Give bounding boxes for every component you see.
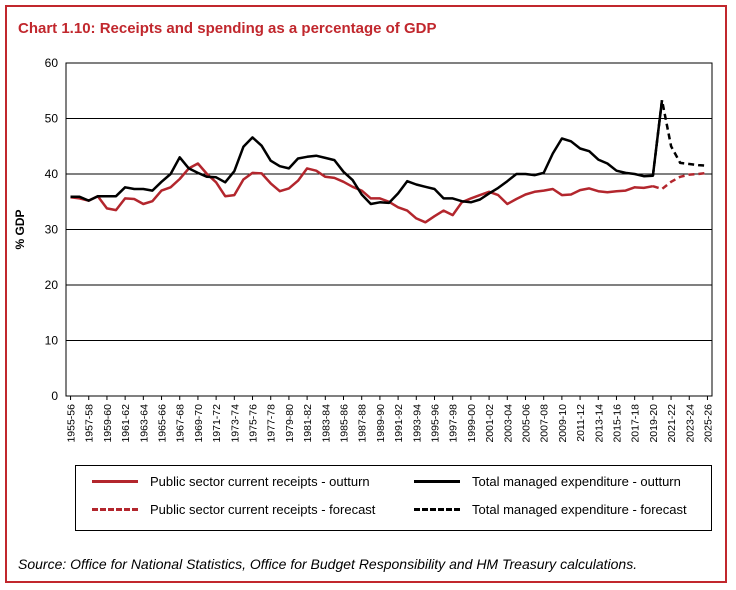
y-tick-label: 10	[45, 334, 59, 348]
series-line-1	[70, 100, 664, 206]
x-tick-label: 2011-12	[575, 404, 587, 442]
x-tick-label: 1975-76	[248, 404, 260, 443]
legend-item-receipts-forecast: Public sector current receipts - forecas…	[92, 502, 375, 517]
x-tick-label: 1955-56	[66, 404, 78, 443]
x-tick-label: 1977-78	[266, 404, 278, 443]
legend-label-receipts-forecast: Public sector current receipts - forecas…	[150, 502, 376, 517]
series-line-0	[70, 162, 654, 224]
series-line-3	[651, 98, 708, 176]
y-tick-label: 0	[51, 389, 58, 403]
x-tick-label: 2019-20	[648, 404, 660, 443]
x-tick-label: 2005-06	[520, 404, 532, 443]
plot-area	[65, 62, 713, 397]
legend-item-expenditure-forecast: Total managed expenditure - forecast	[414, 502, 687, 517]
x-tick-label: 1993-94	[411, 404, 423, 443]
x-tick-label: 1961-62	[120, 404, 132, 443]
x-tick-label: 1971-72	[211, 404, 223, 443]
y-axis-label: % GDP	[13, 209, 27, 249]
legend-item-expenditure-outturn: Total managed expenditure - outturn	[414, 474, 681, 489]
x-tick-label: 2007-08	[539, 404, 551, 443]
chart-title: Chart 1.10: Receipts and spending as a p…	[18, 20, 437, 37]
legend-label-receipts-outturn: Public sector current receipts - outturn	[150, 474, 370, 489]
y-tick-label: 60	[45, 56, 59, 70]
legend-swatch-receipts-outturn	[92, 480, 138, 483]
x-tick-label: 1997-98	[448, 404, 460, 443]
x-tick-label: 1963-64	[138, 404, 150, 443]
x-tick-label: 1999-00	[466, 404, 478, 443]
x-tick-label: 2025-26	[702, 404, 714, 443]
x-tick-label: 2009-10	[557, 404, 569, 443]
y-tick-label: 50	[45, 112, 59, 126]
x-tick-label: 1969-70	[193, 404, 205, 443]
y-tick-label: 20	[45, 278, 59, 292]
y-tick-label: 30	[45, 223, 59, 237]
x-tick-label: 1965-66	[157, 404, 169, 443]
x-tick-label: 2013-14	[593, 404, 605, 443]
x-tick-label: 1967-68	[175, 404, 187, 443]
x-tick-label: 1957-58	[84, 404, 96, 443]
x-tick-label: 2021-22	[666, 404, 678, 443]
x-tick-label: 1959-60	[102, 404, 114, 443]
x-tick-label: 2003-04	[502, 404, 514, 443]
chart-frame	[5, 5, 727, 583]
legend-swatch-expenditure-outturn	[414, 480, 460, 483]
x-tick-label: 2023-24	[684, 404, 696, 443]
x-tick-label: 2015-16	[611, 404, 623, 443]
x-tick-label: 2017-18	[630, 404, 642, 443]
x-tick-label: 1989-90	[375, 404, 387, 443]
x-tick-label: 1995-96	[429, 404, 441, 443]
x-tick-label: 1991-92	[393, 404, 405, 443]
x-tick-label: 1983-84	[320, 404, 332, 443]
y-tick-label: 40	[45, 167, 59, 181]
x-tick-label: 1979-80	[284, 404, 296, 443]
legend-label-expenditure-outturn: Total managed expenditure - outturn	[472, 474, 681, 489]
legend-item-receipts-outturn: Public sector current receipts - outturn	[92, 474, 370, 489]
chart-source: Source: Office for National Statistics, …	[18, 556, 638, 572]
series-line-2	[652, 171, 708, 191]
x-tick-label: 1987-88	[357, 404, 369, 443]
x-tick-label: 1981-82	[302, 404, 314, 443]
x-tick-label: 1973-74	[229, 404, 241, 443]
legend-swatch-expenditure-forecast	[414, 508, 460, 511]
chart-legend: Public sector current receipts - outturn…	[75, 465, 712, 531]
x-tick-label: 2001-02	[484, 404, 496, 443]
x-tick-label: 1985-86	[339, 404, 351, 443]
legend-label-expenditure-forecast: Total managed expenditure - forecast	[472, 502, 687, 517]
legend-swatch-receipts-forecast	[92, 508, 138, 511]
